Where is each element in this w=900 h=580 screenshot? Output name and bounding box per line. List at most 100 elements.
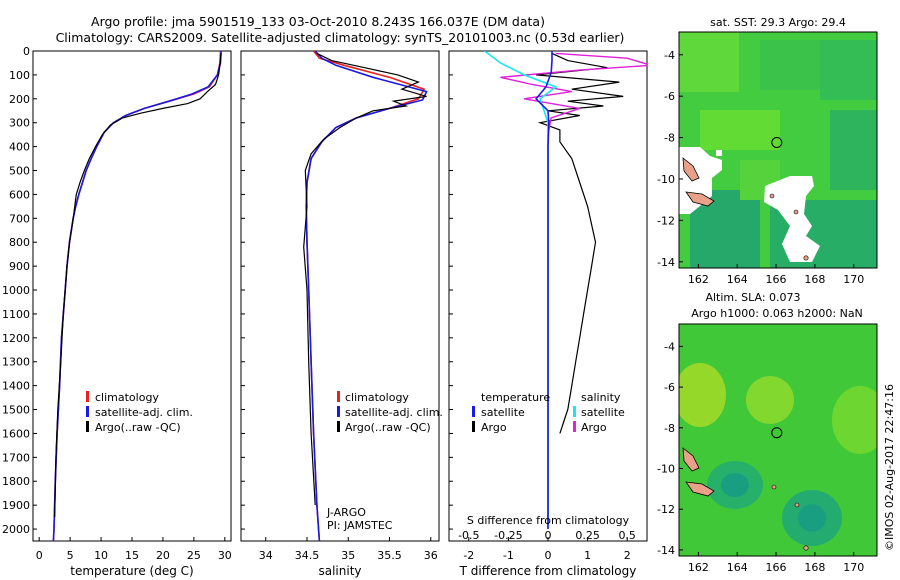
- legend-label-s-argo: Argo: [581, 421, 607, 434]
- cloud-mask: [764, 176, 820, 262]
- s-tick-label: 0: [545, 529, 552, 542]
- difference-panel: -2 -1 0 1 2 -0.5 -0.25 0 0.25 0.5 S difference f…: [448, 50, 648, 578]
- salinity-panel: 34 34.5 35 35.5 36 salinity climatology sate…: [240, 50, 443, 578]
- sla-map-lon-ticks: 162 164 166 168 170: [688, 552, 864, 574]
- x-tick-label: 2: [624, 549, 631, 562]
- lat-tick-label: -12: [657, 503, 675, 516]
- sst-patch: [760, 40, 830, 90]
- temperature-panel: 0100200300400500600700800900100011001200…: [2, 45, 232, 578]
- sla-anomaly-high: [746, 376, 794, 424]
- x-tick-label: 20: [156, 549, 170, 562]
- difference-legend: temperature satellite Argo salinity sate…: [472, 391, 625, 434]
- depth-tick-label: 1000: [2, 284, 30, 297]
- cloud-mask: [716, 150, 722, 156]
- x-tick-label: 30: [218, 549, 232, 562]
- sst-map-field: [679, 32, 877, 268]
- lat-tick-label: -8: [664, 132, 675, 145]
- x-tick-label: 10: [94, 549, 108, 562]
- x-tick-label: 5: [67, 549, 74, 562]
- land-shape: [803, 545, 809, 551]
- sst-map-panel: sat. SST: 29.3 Argo: 29.4 162 164 166 168 17…: [657, 16, 878, 286]
- x-tick-label: 0: [545, 549, 552, 562]
- argo-position-marker: [771, 137, 783, 148]
- sla-anomaly-low: [798, 504, 826, 532]
- lon-tick-label: 166: [766, 273, 787, 286]
- legend-label-t-satellite: satellite: [481, 406, 525, 419]
- legend-swatch-t-argo: [472, 421, 475, 432]
- temperature-legend: climatology satellite-adj. clim. Argo(..…: [86, 391, 193, 434]
- float-pi: PI: JAMSTEC: [327, 519, 393, 532]
- x-tick-label: -2: [463, 549, 474, 562]
- x-tick-label: 35.5: [377, 549, 402, 562]
- x-tick-label: 36: [424, 549, 438, 562]
- depth-tick-label: 1200: [2, 332, 30, 345]
- lon-tick-label: 164: [727, 273, 748, 286]
- land-shape: [682, 447, 700, 472]
- x-tick-label: 0: [36, 549, 43, 562]
- sst-map-frame: [678, 31, 878, 269]
- s-difference-label: S difference from climatology: [467, 514, 630, 527]
- t-difference-tick-labels: -2 -1 0 1 2: [463, 537, 631, 562]
- depth-tick-label: 500: [9, 165, 30, 178]
- depth-tick-label: 300: [9, 117, 30, 130]
- depth-tick-label: 1300: [2, 356, 30, 369]
- x-tick-label: 25: [187, 549, 201, 562]
- s-tick-label: 0.25: [575, 529, 600, 542]
- legend-title-temperature: temperature: [481, 391, 550, 404]
- land-shape: [769, 193, 775, 199]
- depth-tick-label: 2000: [2, 523, 30, 536]
- lon-tick-label: 162: [688, 273, 709, 286]
- sla-map-lat-ticks: -4 -6 -8 -10 -12 -14: [657, 340, 683, 557]
- legend-label-satellite: satellite-adj. clim.: [95, 406, 193, 419]
- depth-tick-label: 1900: [2, 499, 30, 512]
- sst-patch: [679, 32, 739, 92]
- lat-tick-label: -8: [664, 422, 675, 435]
- lat-tick-label: -10: [657, 462, 675, 475]
- legend-swatch-satellite: [337, 406, 340, 417]
- legend-swatch-climatology: [86, 391, 89, 402]
- lat-tick-label: -4: [664, 340, 675, 353]
- depth-tick-label: 1600: [2, 427, 30, 440]
- legend-swatch-argo: [337, 421, 340, 432]
- depth-tick-label: 1700: [2, 451, 30, 464]
- lon-tick-label: 166: [766, 561, 787, 574]
- legend-label-satellite: satellite-adj. clim.: [345, 406, 443, 419]
- header-title-line2: Climatology: CARS2009. Satellite-adjuste…: [56, 30, 625, 45]
- lat-tick-label: -14: [657, 256, 675, 269]
- sst-patch: [700, 110, 780, 150]
- legend-swatch-climatology: [337, 391, 340, 402]
- lat-tick-label: -12: [657, 214, 675, 227]
- s-tick-label: -0.5: [458, 529, 479, 542]
- land-shape: [803, 255, 809, 261]
- legend-swatch-satellite: [86, 406, 89, 417]
- float-owner: J-ARGO: [326, 506, 366, 519]
- salinity-xlabel: salinity: [318, 564, 361, 578]
- t-difference-xlabel: T difference from climatology: [459, 564, 637, 578]
- salinity-argo-line: [303, 52, 427, 506]
- lat-tick-label: -4: [664, 49, 675, 62]
- sla-map-subtitle: Argo h1000: 0.063 h2000: NaN: [691, 307, 863, 320]
- sla-anomaly-low: [721, 473, 749, 497]
- depth-tick-label: 600: [9, 188, 30, 201]
- depth-tick-label: 1100: [2, 308, 30, 321]
- depth-tick-labels: 0 100 200 300 400 500 600 700 800 900 1000 1100 1200…: [2, 45, 37, 536]
- lat-tick-label: -10: [657, 173, 675, 186]
- sla-map-frame: [678, 323, 878, 557]
- s-tick-label: -0.25: [494, 529, 522, 542]
- sla-anomaly-high: [679, 363, 726, 427]
- argo-position-marker: [771, 427, 783, 439]
- land-shape: [793, 209, 799, 215]
- land-shape: [682, 157, 700, 182]
- sst-patch: [830, 110, 877, 190]
- lat-tick-label: -6: [664, 90, 675, 103]
- t-difference-argo-line: [536, 52, 624, 434]
- sst-map-lat-ticks: -4 -6 -8 -10 -12 -14: [657, 49, 683, 269]
- sla-map-title: Altim. SLA: 0.073: [705, 291, 800, 304]
- depth-tick-label: 700: [9, 212, 30, 225]
- lon-tick-label: 164: [727, 561, 748, 574]
- sst-map-title: sat. SST: 29.3 Argo: 29.4: [710, 16, 846, 29]
- legend-label-argo: Argo(..raw -QC): [95, 421, 181, 434]
- header-title-line1: Argo profile: jma 5901519_133 03-Oct-201…: [91, 14, 545, 29]
- legend-label-climatology: climatology: [345, 391, 409, 404]
- legend-swatch-argo: [86, 421, 89, 432]
